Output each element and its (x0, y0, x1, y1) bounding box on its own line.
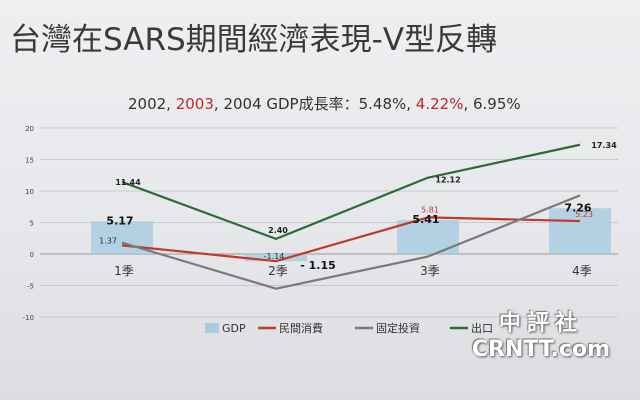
watermark-chinese: 中評社 (498, 311, 583, 336)
exports-data-label: 11.44 (115, 178, 141, 187)
subtitle-rate-end: , 6.95% (463, 95, 521, 113)
crntt-watermark: 中評社 CRNTT.com (472, 305, 610, 362)
y-tick-label: 10 (25, 188, 34, 196)
x-tick-label: 2季 (268, 264, 288, 278)
y-tick-label: 20 (25, 125, 34, 133)
legend-label: GDP (222, 322, 246, 335)
y-tick-label: 0 (30, 251, 34, 259)
legend-label: 出口 (471, 321, 493, 335)
x-tick-label: 4季 (572, 264, 592, 278)
private-consumption-label: 5.81 (421, 205, 439, 214)
exports-data-label: 12.12 (435, 176, 460, 185)
subtitle-years-rest: , 2004 GDP成長率：5.48%, (213, 95, 416, 113)
watermark-url: CRNTT.com (471, 337, 610, 362)
series-line-2 (121, 194, 581, 290)
exports-data-label: 2.40 (268, 226, 288, 235)
series-line-1 (121, 216, 581, 263)
subtitle-year-2003: 2003 (175, 95, 214, 113)
gdp-data-label: 7.26 (564, 201, 591, 214)
series-line-3 (121, 143, 581, 240)
x-tick-label: 3季 (420, 264, 440, 278)
subtitle-rate-2003: 4.22% (415, 95, 464, 113)
gdp-data-label: 5.41 (412, 213, 439, 226)
y-tick-label: 5 (30, 220, 34, 228)
private-consumption-label: 1.37 (99, 236, 117, 245)
gdp-data-label: 5.17 (106, 214, 133, 227)
legend-swatch (205, 323, 219, 333)
legend-label: 固定投資 (376, 321, 420, 335)
y-tick-label: -10 (23, 314, 34, 322)
private-consumption-label: 5.23 (575, 210, 593, 219)
x-tick-label: 1季 (114, 264, 134, 278)
gdp-data-label: - 1.15 (300, 259, 336, 272)
gdp-bar (245, 254, 307, 262)
subtitle-years-start: 2002, (128, 95, 176, 113)
exports-data-label: 17.34 (591, 141, 617, 150)
legend-label: 民間消費 (279, 321, 323, 335)
private-consumption-label: -1.14 (264, 252, 285, 261)
chart-subtitle: 2002, 2003, 2004 GDP成長率：5.48%, 4.22%, 6.… (128, 93, 521, 114)
page-title: 台灣在SARS期間經濟表現-V型反轉 (10, 22, 498, 58)
y-tick-label: 15 (25, 157, 34, 165)
y-tick-label: -5 (27, 283, 34, 291)
gdp-bar (549, 208, 611, 254)
